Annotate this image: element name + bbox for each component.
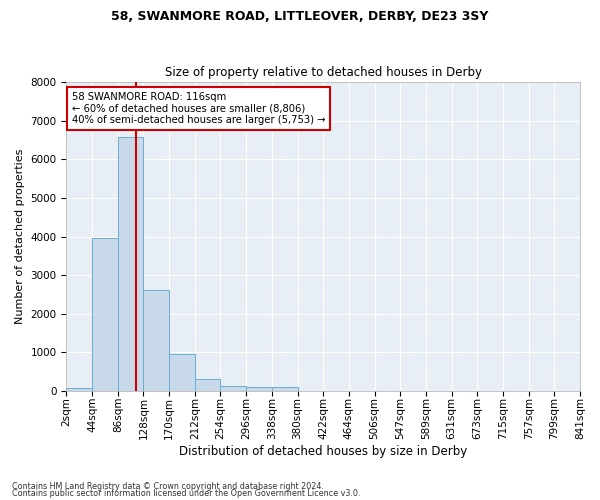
Text: Contains public sector information licensed under the Open Government Licence v3: Contains public sector information licen…	[12, 489, 361, 498]
Bar	[67, 388, 92, 390]
Title: Size of property relative to detached houses in Derby: Size of property relative to detached ho…	[165, 66, 482, 78]
Bar	[220, 386, 246, 390]
Text: 58 SWANMORE ROAD: 116sqm
← 60% of detached houses are smaller (8,806)
40% of sem: 58 SWANMORE ROAD: 116sqm ← 60% of detach…	[71, 92, 325, 125]
Bar	[143, 290, 169, 390]
Bar	[169, 354, 195, 391]
Text: 58, SWANMORE ROAD, LITTLEOVER, DERBY, DE23 3SY: 58, SWANMORE ROAD, LITTLEOVER, DERBY, DE…	[112, 10, 488, 23]
X-axis label: Distribution of detached houses by size in Derby: Distribution of detached houses by size …	[179, 444, 467, 458]
Bar	[92, 238, 118, 390]
Bar	[118, 137, 143, 390]
Bar	[246, 386, 272, 390]
Y-axis label: Number of detached properties: Number of detached properties	[15, 149, 25, 324]
Bar	[272, 388, 298, 390]
Text: Contains HM Land Registry data © Crown copyright and database right 2024.: Contains HM Land Registry data © Crown c…	[12, 482, 324, 491]
Bar	[195, 379, 220, 390]
